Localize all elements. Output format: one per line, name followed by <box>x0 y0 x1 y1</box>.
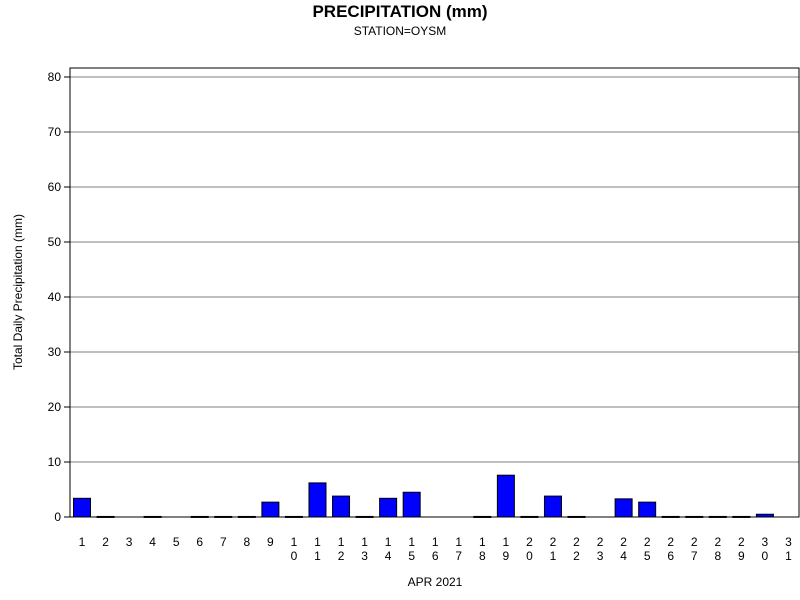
bar-day-24 <box>614 498 633 518</box>
chart-title: PRECIPITATION (mm) <box>312 2 487 21</box>
bar-day-19 <box>496 474 515 518</box>
y-tick-label: 70 <box>48 125 62 139</box>
y-tick-label: 60 <box>48 180 62 194</box>
x-tick-label: 7 <box>220 535 227 549</box>
y-tick-label: 20 <box>48 400 62 414</box>
y-tick-label: 40 <box>48 290 62 304</box>
y-tick-label: 0 <box>54 510 61 524</box>
y-tick-label: 10 <box>48 455 62 469</box>
y-axis-label: Total Daily Precipitation (mm) <box>11 214 25 370</box>
y-tick-label: 80 <box>48 70 62 84</box>
bars <box>73 474 774 518</box>
x-tick-label: 5 <box>173 535 180 549</box>
chart-subtitle: STATION=OYSM <box>354 24 447 38</box>
x-axis-ticks: 1 2 3 4 5 6 7 8 9 1 01 11 21 31 41 51 61 71 81 92 02 12 22 32 42… <box>79 535 792 563</box>
x-tick-label: 3 <box>126 535 133 549</box>
x-tick-label: 6 <box>196 535 203 549</box>
bar-day-21 <box>543 495 562 518</box>
bar-day-1 <box>73 497 91 518</box>
x-tick-label: 9 <box>267 535 274 549</box>
bar-day-15 <box>402 491 421 518</box>
x-tick-label: 4 <box>149 535 156 549</box>
x-tick-label: 1 <box>79 535 86 549</box>
bar-day-25 <box>638 501 657 518</box>
gridlines <box>70 76 799 463</box>
bar-day-11 <box>308 482 327 518</box>
x-axis-label: APR 2021 <box>408 575 463 589</box>
y-tick-label: 30 <box>48 345 62 359</box>
bar-day-14 <box>379 497 398 518</box>
x-tick-label: 2 <box>102 535 109 549</box>
y-axis-ticks: 0 10 20 30 40 50 60 70 80 <box>48 70 70 524</box>
bar-day-12 <box>332 495 351 518</box>
y-tick-label: 50 <box>48 235 62 249</box>
plot-frame <box>69 67 800 518</box>
bar-day-9 <box>261 501 280 518</box>
x-tick-label: 8 <box>243 535 250 549</box>
